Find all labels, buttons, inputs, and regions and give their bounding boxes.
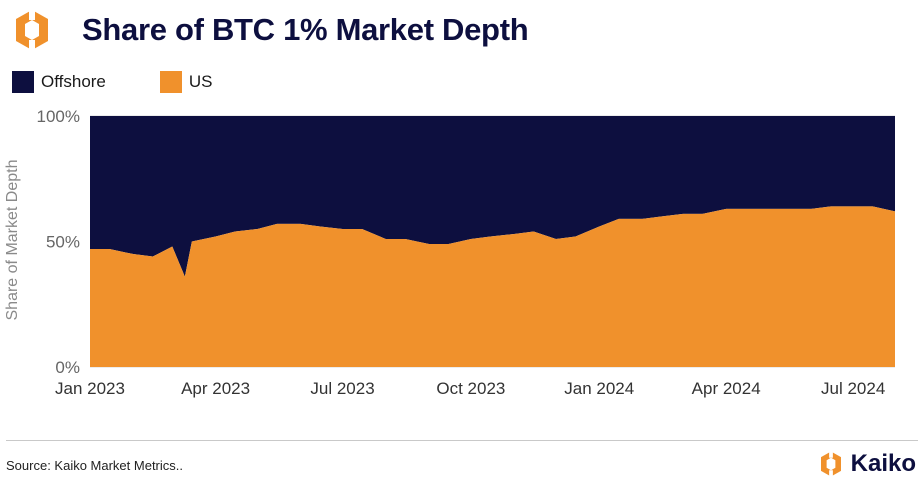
series-area-offshore — [90, 116, 895, 277]
series-area-us — [90, 206, 895, 367]
x-tick-label: Jan 2024 — [564, 379, 634, 398]
legend-label-us: US — [188, 72, 213, 91]
brand-name: Kaiko — [850, 450, 916, 477]
kaiko-logo-icon — [820, 451, 841, 477]
legend-swatch-us — [159, 71, 182, 93]
chart-legend: Offshore US — [12, 71, 267, 93]
y-tick-label: 100% — [37, 107, 80, 126]
x-tick-label: Apr 2024 — [692, 379, 761, 398]
legend-item-us: US — [159, 71, 213, 93]
legend-swatch-offshore — [12, 71, 34, 93]
y-tick-label: 50% — [46, 233, 80, 252]
footer-divider — [6, 440, 918, 441]
chart-title: Share of BTC 1% Market Depth — [82, 12, 529, 47]
kaiko-logo-icon — [16, 10, 48, 50]
source-note: Source: Kaiko Market Metrics.. — [6, 458, 183, 473]
x-tick-label: Jul 2024 — [821, 379, 885, 398]
legend-item-offshore: Offshore — [12, 71, 106, 93]
x-tick-label: Jul 2023 — [310, 379, 374, 398]
x-tick-label: Jan 2023 — [55, 379, 125, 398]
market-depth-chart: 0% 50% 100% Jan 2023 Apr 2023 Jul 2023 Oct 202… — [37, 107, 895, 398]
y-tick-label: 0% — [55, 358, 80, 377]
x-tick-label: Apr 2023 — [181, 379, 250, 398]
brand: Kaiko — [816, 449, 916, 479]
x-tick-label: Oct 2023 — [436, 379, 505, 398]
legend-label-offshore: Offshore — [41, 72, 106, 91]
